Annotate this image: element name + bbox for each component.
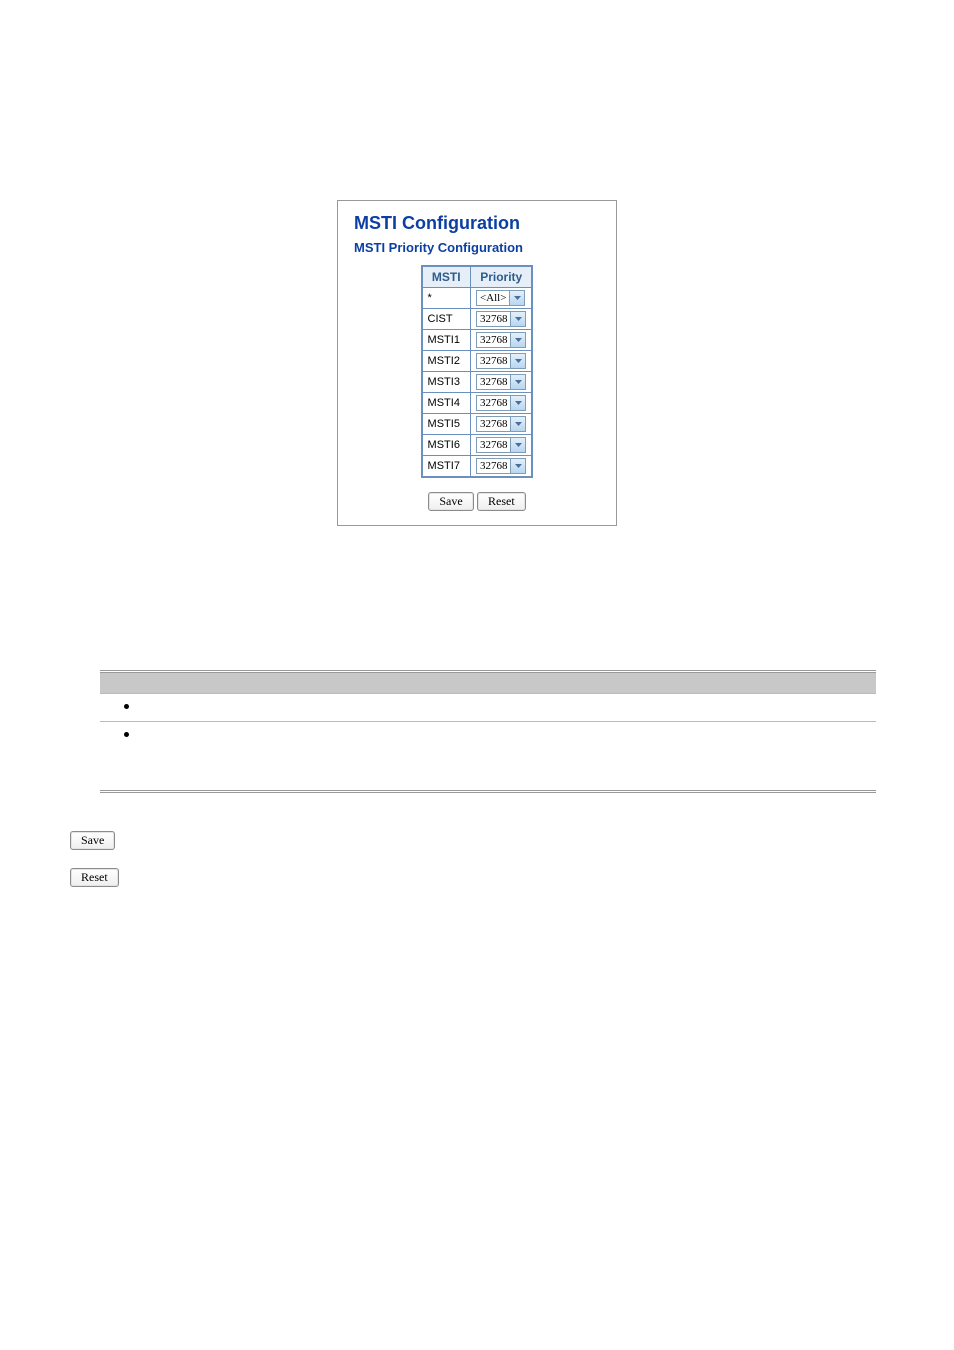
col-header-msti: MSTI: [422, 266, 471, 288]
msti-cell: MSTI4: [422, 393, 471, 414]
panel-subtitle: MSTI Priority Configuration: [354, 240, 600, 255]
chevron-down-icon: [511, 395, 526, 411]
msti-cell: CIST: [422, 309, 471, 330]
col-header-priority: Priority: [470, 266, 532, 288]
priority-cell: 32768: [470, 393, 532, 414]
chevron-down-icon: [511, 437, 526, 453]
priority-cell: 32768: [470, 435, 532, 456]
msti-config-panel: MSTI Configuration MSTI Priority Configu…: [337, 200, 617, 526]
priority-cell: 32768: [470, 351, 532, 372]
reset-button-standalone[interactable]: Reset: [70, 868, 119, 887]
save-button-standalone[interactable]: Save: [70, 831, 115, 850]
msti-cell: MSTI3: [422, 372, 471, 393]
select-value: 32768: [476, 311, 512, 327]
description-table: [100, 670, 876, 793]
chevron-down-icon: [511, 416, 526, 432]
priority-select[interactable]: <All>: [476, 290, 525, 306]
priority-cell: <All>: [470, 288, 532, 309]
panel-button-row: Save Reset: [354, 492, 600, 511]
config-screenshot: MSTI Configuration MSTI Priority Configu…: [0, 200, 954, 526]
bullet-icon: [124, 732, 129, 737]
select-value: 32768: [476, 353, 512, 369]
table-row: MSTI6 32768: [422, 435, 533, 456]
table-row: * <All>: [422, 288, 533, 309]
priority-cell: 32768: [470, 309, 532, 330]
table-row: MSTI1 32768: [422, 330, 533, 351]
select-value: <All>: [476, 290, 510, 306]
chevron-down-icon: [511, 311, 526, 327]
table-row: MSTI3 32768: [422, 372, 533, 393]
select-value: 32768: [476, 395, 512, 411]
reset-button[interactable]: Reset: [477, 492, 526, 511]
priority-select[interactable]: 32768: [476, 458, 527, 474]
panel-title: MSTI Configuration: [354, 213, 600, 234]
msti-cell: *: [422, 288, 471, 309]
chevron-down-icon: [511, 353, 526, 369]
select-value: 32768: [476, 332, 512, 348]
priority-select[interactable]: 32768: [476, 332, 527, 348]
save-button[interactable]: Save: [428, 492, 473, 511]
bullet-icon: [124, 704, 129, 709]
priority-select[interactable]: 32768: [476, 416, 527, 432]
priority-cell: 32768: [470, 330, 532, 351]
table-row: MSTI7 32768: [422, 456, 533, 478]
msti-priority-table: MSTI Priority *<All>CIST32768MSTI132768M…: [421, 265, 534, 478]
chevron-down-icon: [511, 332, 526, 348]
table-row: CIST 32768: [422, 309, 533, 330]
priority-select[interactable]: 32768: [476, 311, 527, 327]
desc-header-row: [100, 672, 876, 694]
msti-cell: MSTI2: [422, 351, 471, 372]
msti-cell: MSTI1: [422, 330, 471, 351]
priority-cell: 32768: [470, 414, 532, 435]
bottom-button-group: Save Reset: [70, 831, 954, 887]
select-value: 32768: [476, 416, 512, 432]
select-value: 32768: [476, 437, 512, 453]
table-row: MSTI5 32768: [422, 414, 533, 435]
chevron-down-icon: [511, 458, 526, 474]
msti-cell: MSTI6: [422, 435, 471, 456]
chevron-down-icon: [510, 290, 525, 306]
priority-select[interactable]: 32768: [476, 395, 527, 411]
select-value: 32768: [476, 458, 512, 474]
desc-row-1: [100, 694, 876, 722]
priority-cell: 32768: [470, 456, 532, 478]
priority-cell: 32768: [470, 372, 532, 393]
table-row: MSTI2 32768: [422, 351, 533, 372]
priority-select[interactable]: 32768: [476, 353, 527, 369]
select-value: 32768: [476, 374, 512, 390]
msti-cell: MSTI5: [422, 414, 471, 435]
chevron-down-icon: [511, 374, 526, 390]
priority-select[interactable]: 32768: [476, 374, 527, 390]
desc-row-2: [100, 722, 876, 792]
priority-select[interactable]: 32768: [476, 437, 527, 453]
table-row: MSTI4 32768: [422, 393, 533, 414]
msti-cell: MSTI7: [422, 456, 471, 478]
